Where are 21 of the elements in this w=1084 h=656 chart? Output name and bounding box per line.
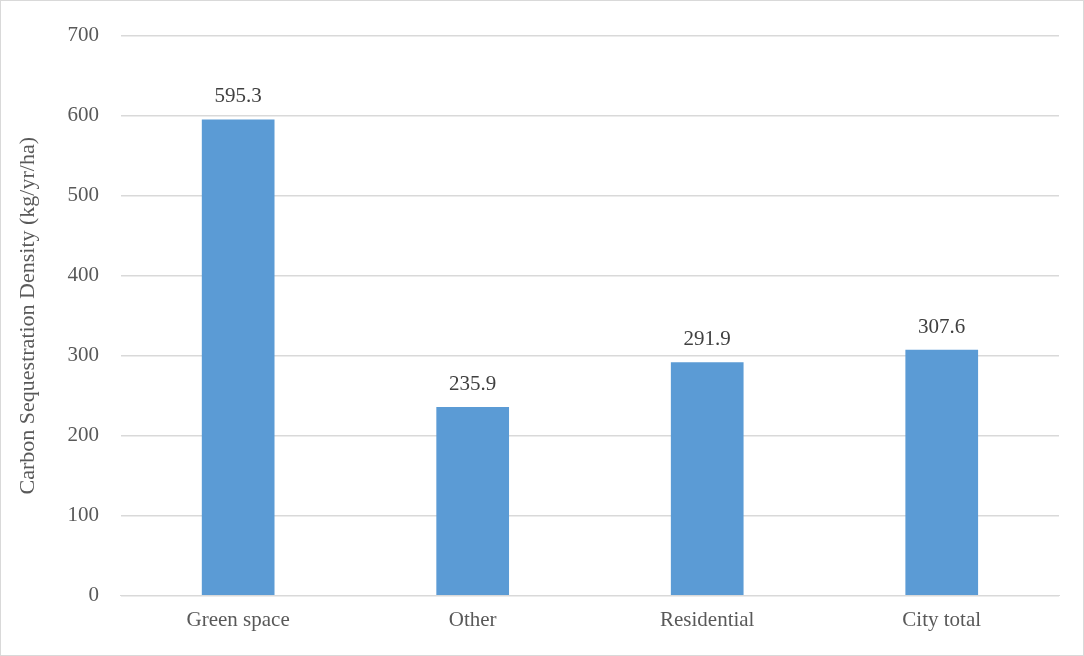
y-tick-label: 600 (67, 102, 99, 127)
bar (670, 362, 744, 596)
y-tick-label: 300 (67, 342, 99, 367)
y-tick-label: 400 (67, 262, 99, 287)
y-tick-label: 100 (67, 502, 99, 527)
data-label: 595.3 (214, 83, 262, 108)
x-tick-label: City total (902, 606, 982, 631)
y-axis-title: Carbon Sequestration Density (kg/yr/ha) (13, 136, 39, 495)
bar (905, 349, 979, 596)
x-tick-label: Other (448, 606, 497, 631)
data-label: 307.6 (918, 313, 966, 338)
y-tick-label: 200 (67, 422, 99, 447)
x-tick-label: Residential (659, 606, 755, 631)
bar (436, 407, 510, 596)
y-tick-label: 700 (67, 22, 99, 47)
y-tick-label: 500 (67, 182, 99, 207)
data-label: 235.9 (449, 371, 497, 396)
data-label: 291.9 (683, 326, 731, 351)
bar (201, 119, 275, 596)
y-tick-label: 0 (88, 582, 99, 607)
x-tick-label: Green space (186, 606, 290, 631)
